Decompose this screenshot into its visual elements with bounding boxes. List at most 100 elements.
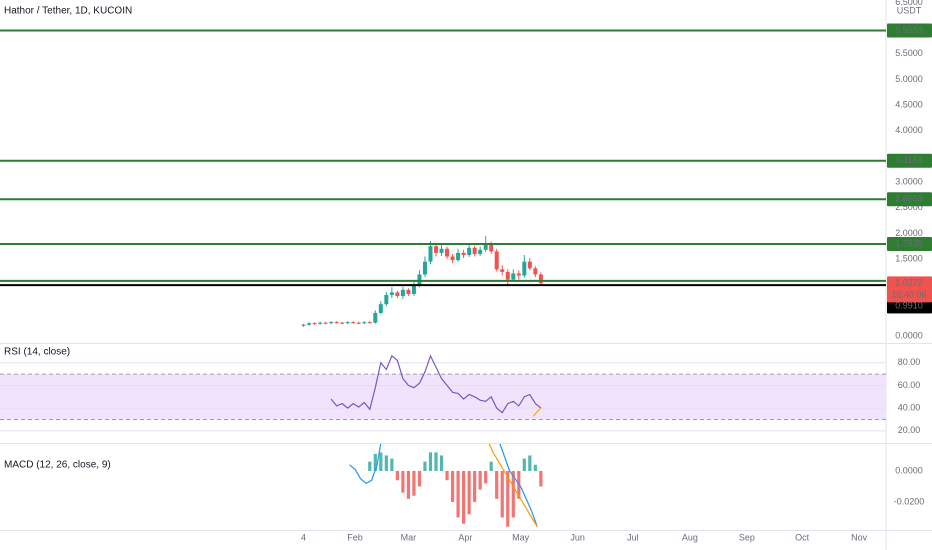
histogram-bar <box>428 452 433 471</box>
histogram-bar <box>489 461 493 471</box>
candle-body <box>400 289 405 297</box>
y-tick-label: 2.5000 <box>895 202 923 212</box>
candle-body <box>500 269 505 272</box>
price-level-label-box <box>887 153 932 168</box>
price-level-label: 0.9910 <box>895 301 923 311</box>
candle-body <box>417 274 422 285</box>
candle-body <box>411 284 416 294</box>
candle-body <box>516 273 521 276</box>
candle-body <box>351 322 356 324</box>
histogram-bar <box>506 470 510 527</box>
candle-body <box>439 248 444 253</box>
y-tick-label: 1.5000 <box>895 253 923 263</box>
candle-body <box>538 274 543 284</box>
x-tick-label: Nov <box>851 532 868 542</box>
histogram-bar <box>417 470 422 487</box>
y-tick-label: 60.00 <box>898 380 921 390</box>
indicator-line <box>533 407 542 417</box>
candle-body <box>511 273 516 280</box>
candle-body <box>472 247 477 254</box>
candle-body <box>301 324 306 326</box>
price-level-label-box <box>887 237 932 252</box>
candle-body <box>395 292 400 297</box>
histogram-bar <box>384 455 388 471</box>
x-tick-label: May <box>512 532 530 542</box>
histogram-bar <box>495 470 499 499</box>
y-tick-label: 0.0000 <box>895 465 923 475</box>
price-level-label: 1.7935 <box>895 238 923 248</box>
histogram-bar <box>484 470 488 484</box>
histogram-bar <box>467 470 471 515</box>
candle-body <box>345 322 350 324</box>
histogram-bar <box>439 455 444 471</box>
indicator-line <box>330 354 542 414</box>
y-tick-label: 4.5000 <box>895 100 923 110</box>
candle-body <box>461 252 466 255</box>
candle-body <box>494 251 499 270</box>
candle-body <box>428 246 433 262</box>
histogram-bar <box>511 470 515 518</box>
x-tick-label: Feb <box>347 532 363 542</box>
candle-body <box>522 261 527 276</box>
histogram-bar <box>395 470 399 481</box>
x-tick-label: Apr <box>458 532 472 542</box>
x-tick-label: Oct <box>795 532 810 542</box>
x-tick-label: Sep <box>739 532 755 542</box>
x-tick-label: Jun <box>570 532 585 542</box>
pane-title: MACD (12, 26, close, 9) <box>4 460 111 471</box>
candle-body <box>362 322 367 324</box>
y-tick-label: 40.00 <box>898 403 921 413</box>
y-tick-label: 3.0000 <box>895 176 923 186</box>
histogram-bar <box>423 461 427 471</box>
candle-body <box>422 261 427 275</box>
candle-body <box>456 252 461 261</box>
candle-body <box>478 249 483 254</box>
candle-body <box>533 268 538 275</box>
rsi-band <box>0 374 886 420</box>
histogram-bar <box>373 453 377 471</box>
y-tick-label: 6.5000 <box>895 0 923 7</box>
x-tick-label: 4 <box>301 532 306 542</box>
x-tick-label: Mar <box>401 532 417 542</box>
candle-body <box>334 322 339 324</box>
y-tick-label: 80.00 <box>898 357 921 367</box>
histogram-bar <box>478 470 482 490</box>
histogram-bar <box>390 458 394 471</box>
candle-body <box>434 246 439 253</box>
histogram-bar <box>533 464 537 471</box>
candle-body <box>329 322 334 324</box>
candle-body <box>367 322 372 324</box>
y-tick-label: 5.5000 <box>895 48 923 58</box>
candle-body <box>378 304 383 313</box>
price-level-label: 2.6659 <box>895 194 923 204</box>
y-tick-label: 5.0000 <box>895 74 923 84</box>
histogram-bar <box>462 470 466 524</box>
candle-body <box>527 261 532 269</box>
y-tick-label: 2.0000 <box>895 228 923 238</box>
candle-body <box>483 244 488 250</box>
candle-body <box>445 248 450 257</box>
price-level-label-box <box>887 23 932 38</box>
histogram-bar <box>445 470 449 481</box>
histogram-bar <box>456 470 460 518</box>
countdown-label: 16:40:06 <box>891 290 926 300</box>
candle-body <box>318 322 323 324</box>
last-price-label: 1.0272 <box>895 278 923 288</box>
candle-body <box>312 323 317 325</box>
candle-body <box>467 247 472 255</box>
x-tick-label: Aug <box>682 532 698 542</box>
histogram-bar <box>434 452 438 471</box>
candle-body <box>406 289 411 294</box>
pane-title: Hathor / Tether, 1D, KUCOIN <box>4 6 132 17</box>
price-level-label-box <box>887 192 932 207</box>
histogram-bar <box>522 458 526 471</box>
histogram-bar <box>539 470 543 487</box>
macd-plot <box>349 444 543 528</box>
indicator-line <box>488 444 538 528</box>
candle-body <box>389 292 394 295</box>
candle-body <box>505 271 510 280</box>
histogram-bar <box>528 455 532 471</box>
histogram-bar <box>401 470 405 493</box>
